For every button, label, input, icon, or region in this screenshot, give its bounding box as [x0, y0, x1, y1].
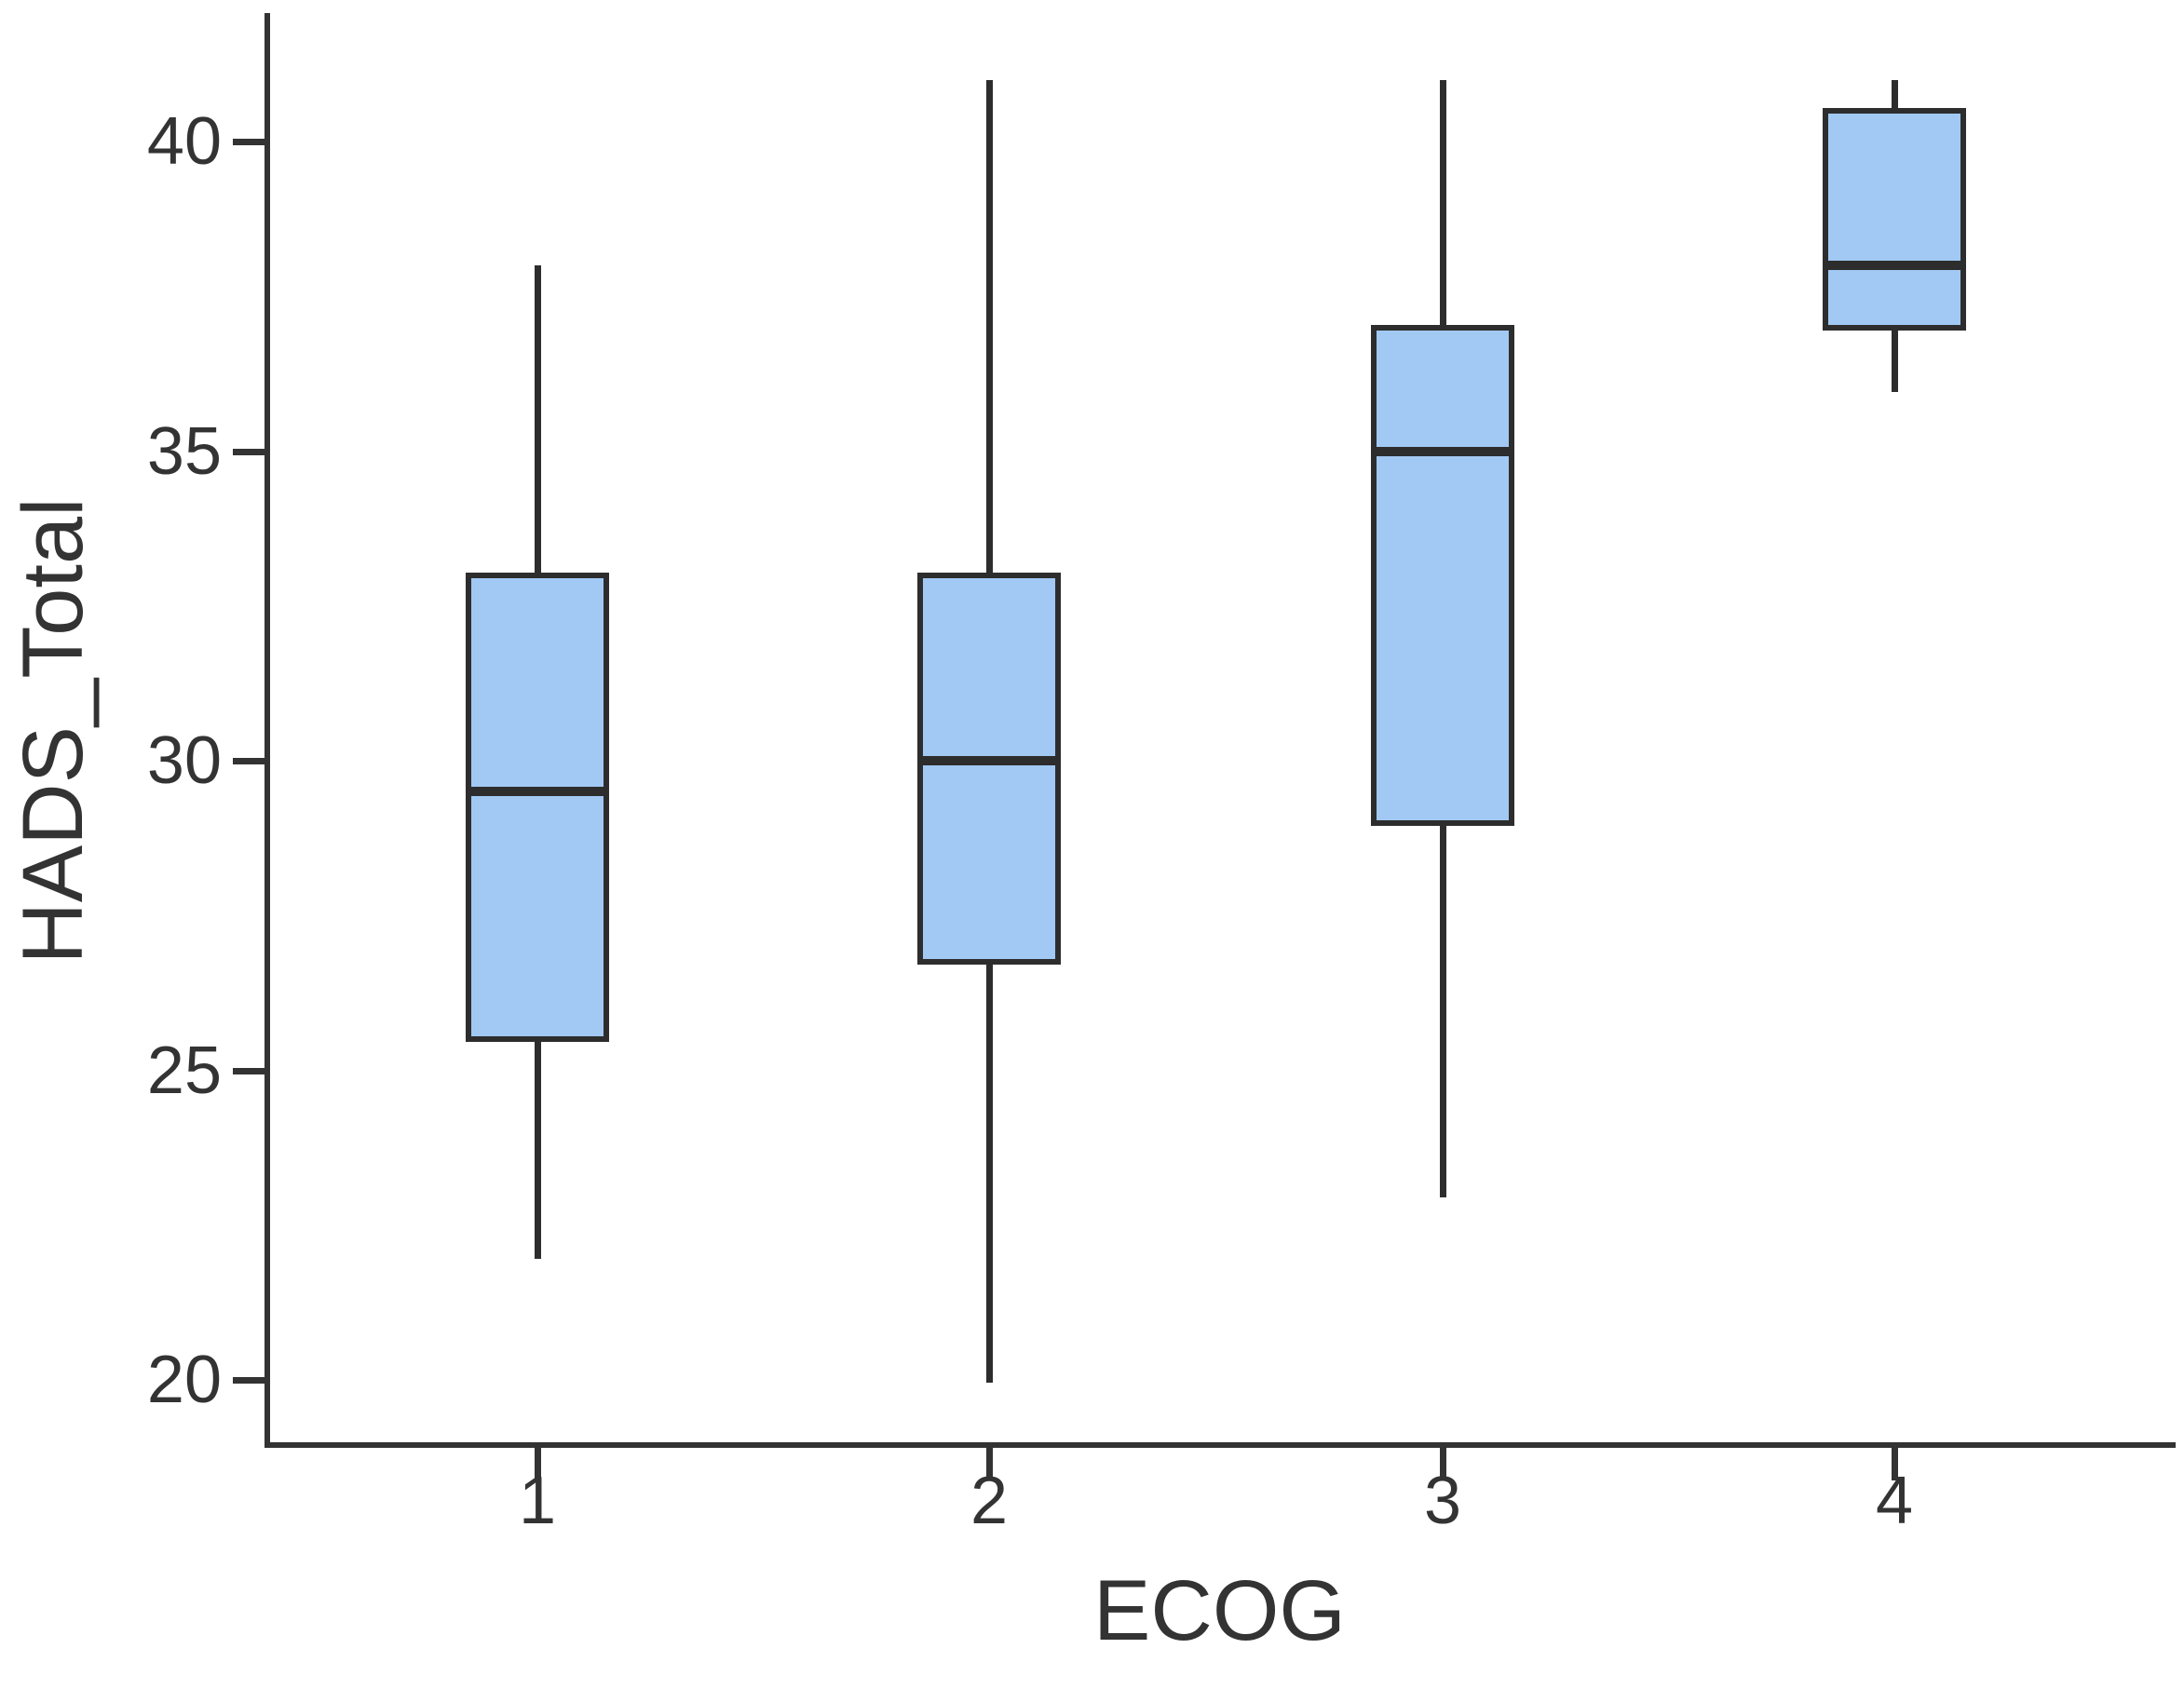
x-axis-line: [265, 1442, 2176, 1448]
boxplot-median-line: [1371, 447, 1514, 456]
x-axis-tick: [535, 1445, 541, 1480]
x-axis-tick: [1440, 1445, 1446, 1480]
y-axis-tick: [233, 139, 267, 145]
boxplot-lower-whisker: [1892, 328, 1898, 392]
boxplot-lower-whisker: [1440, 823, 1446, 1197]
x-tick-label: 1: [518, 1464, 557, 1538]
boxplot-box: [466, 573, 609, 1042]
y-tick-label: 35: [146, 414, 222, 489]
x-axis-title: ECOG: [1093, 1563, 1346, 1658]
boxplot-lower-whisker: [986, 962, 993, 1383]
boxplot-box: [917, 573, 1061, 965]
x-tick-label: 2: [970, 1464, 1009, 1538]
boxplot-box: [1371, 325, 1514, 826]
y-axis-tick: [233, 1068, 267, 1074]
boxplot-upper-whisker: [986, 80, 993, 575]
boxplot-median-line: [466, 787, 609, 796]
x-axis-tick: [986, 1445, 993, 1480]
boxplot-upper-whisker: [535, 265, 541, 575]
y-tick-label: 20: [146, 1343, 222, 1417]
boxplot-upper-whisker: [1440, 80, 1446, 328]
y-axis-tick: [233, 1377, 267, 1384]
y-axis-line: [265, 13, 270, 1448]
y-axis-tick: [233, 449, 267, 455]
boxplot-median-line: [1823, 261, 1966, 270]
boxplot-lower-whisker: [535, 1039, 541, 1259]
boxplot-upper-whisker: [1892, 80, 1898, 111]
y-tick-label: 40: [146, 104, 222, 179]
x-tick-label: 3: [1423, 1464, 1462, 1538]
boxplot-box: [1823, 108, 1966, 331]
y-tick-label: 25: [146, 1034, 222, 1108]
x-tick-label: 4: [1875, 1464, 1914, 1538]
boxplot-median-line: [917, 756, 1061, 765]
y-axis-title: HADS_Total: [6, 497, 101, 965]
y-axis-tick: [233, 758, 267, 764]
x-axis-tick: [1892, 1445, 1898, 1480]
y-tick-label: 30: [146, 723, 222, 798]
